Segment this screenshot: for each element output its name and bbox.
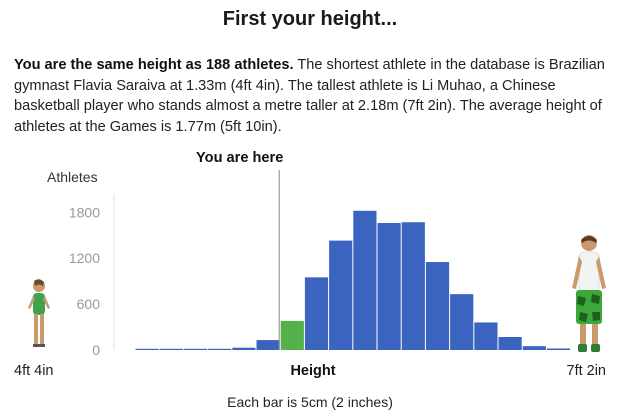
bar xyxy=(208,348,232,350)
page-title: First your height... xyxy=(222,8,398,30)
bar xyxy=(522,346,546,350)
shortest-height-label: 4ft 4in xyxy=(14,363,54,379)
bar xyxy=(498,336,522,350)
bar xyxy=(546,348,571,350)
y-tick-label: 600 xyxy=(77,296,101,312)
bar xyxy=(401,222,425,350)
bar xyxy=(135,348,159,350)
bar xyxy=(232,347,256,350)
short-gymnast-figure-icon xyxy=(28,279,50,347)
x-axis-label: Height xyxy=(290,363,336,379)
bar xyxy=(450,294,474,350)
bar xyxy=(183,348,208,350)
highlighted-bar xyxy=(280,320,304,350)
bar xyxy=(425,262,450,350)
tallest-height-label: 7ft 2in xyxy=(566,363,607,379)
intro-text: The shortest athlete in the database is … xyxy=(14,57,605,135)
bar xyxy=(329,240,353,350)
bar-width-note: Each bar is 5cm (2 inches) xyxy=(227,394,393,410)
bar xyxy=(304,277,329,350)
y-axis-label: Athletes xyxy=(47,169,98,185)
intro-highlight: You are the same height as 188 athletes. xyxy=(14,57,294,73)
y-tick-label: 1200 xyxy=(69,250,100,266)
intro-paragraph: You are the same height as 188 athletes.… xyxy=(14,55,610,137)
bar xyxy=(353,210,377,350)
tall-basketball-player-figure-icon xyxy=(572,235,606,352)
bar xyxy=(377,223,401,350)
y-tick-label: 1800 xyxy=(69,204,100,220)
you-are-here-label: You are here xyxy=(196,150,284,166)
bar xyxy=(474,322,498,350)
bar xyxy=(256,340,280,350)
y-tick-label: 0 xyxy=(92,342,100,358)
bar xyxy=(159,348,183,350)
